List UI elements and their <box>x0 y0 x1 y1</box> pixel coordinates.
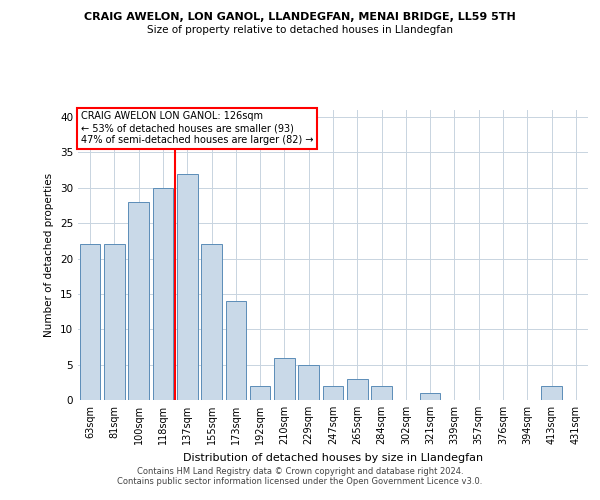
Bar <box>152 188 173 400</box>
Bar <box>80 244 100 400</box>
Text: CRAIG AWELON LON GANOL: 126sqm
← 53% of detached houses are smaller (93)
47% of : CRAIG AWELON LON GANOL: 126sqm ← 53% of … <box>80 112 313 144</box>
Bar <box>420 393 440 400</box>
Bar <box>104 244 125 400</box>
Bar <box>347 379 368 400</box>
Bar <box>201 244 222 400</box>
Text: Contains HM Land Registry data © Crown copyright and database right 2024.: Contains HM Land Registry data © Crown c… <box>137 467 463 476</box>
Text: Contains public sector information licensed under the Open Government Licence v3: Contains public sector information licen… <box>118 477 482 486</box>
Bar <box>128 202 149 400</box>
Bar <box>371 386 392 400</box>
Text: CRAIG AWELON, LON GANOL, LLANDEGFAN, MENAI BRIDGE, LL59 5TH: CRAIG AWELON, LON GANOL, LLANDEGFAN, MEN… <box>84 12 516 22</box>
Bar <box>226 301 246 400</box>
Y-axis label: Number of detached properties: Number of detached properties <box>44 173 55 337</box>
Bar <box>323 386 343 400</box>
Bar <box>541 386 562 400</box>
Text: Size of property relative to detached houses in Llandegfan: Size of property relative to detached ho… <box>147 25 453 35</box>
Bar <box>298 364 319 400</box>
Bar <box>177 174 197 400</box>
X-axis label: Distribution of detached houses by size in Llandegfan: Distribution of detached houses by size … <box>183 452 483 462</box>
Bar <box>250 386 271 400</box>
Bar <box>274 358 295 400</box>
